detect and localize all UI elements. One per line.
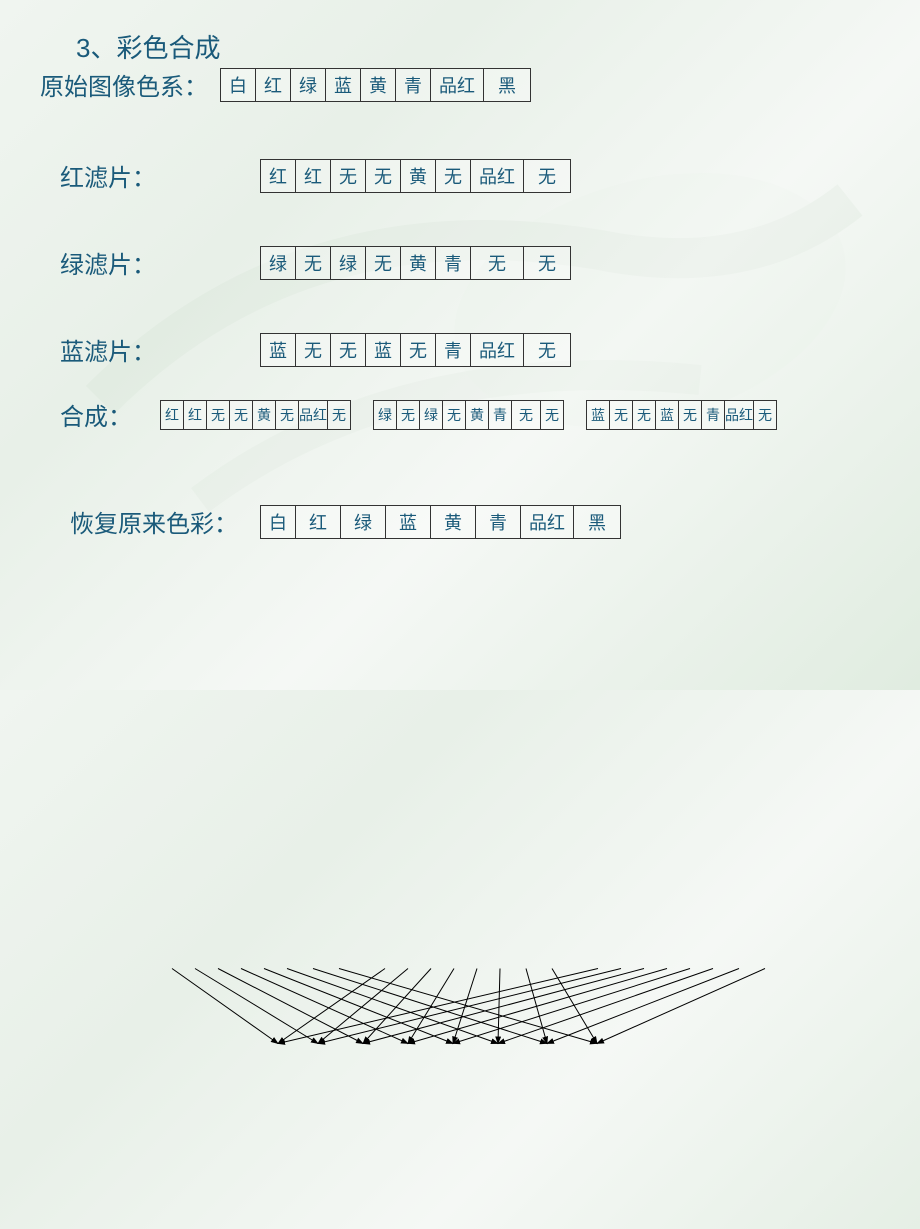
color-cell: 无 — [523, 159, 571, 193]
color-cell: 品红 — [470, 159, 524, 193]
color-cell: 品红 — [470, 333, 524, 367]
color-cell: 绿 — [290, 68, 326, 102]
color-cell: 无 — [442, 400, 466, 430]
color-cell: 青 — [395, 68, 431, 102]
restore-cells: 白红绿蓝黄青品红黑 — [260, 505, 621, 539]
color-cell: 青 — [475, 505, 521, 539]
color-cell: 品红 — [520, 505, 574, 539]
color-cell: 无 — [275, 400, 299, 430]
red-filter-row: 红滤片： 红红无无黄无品红无 — [40, 158, 880, 193]
color-cell: 无 — [511, 400, 541, 430]
red-filter-label: 红滤片： — [60, 158, 260, 193]
color-cell: 无 — [540, 400, 564, 430]
color-cell: 绿 — [260, 246, 296, 280]
color-cell: 蓝 — [325, 68, 361, 102]
color-cell: 无 — [400, 333, 436, 367]
color-cell: 无 — [632, 400, 656, 430]
color-cell: 无 — [523, 246, 571, 280]
color-cell: 绿 — [373, 400, 397, 430]
color-cell: 无 — [365, 159, 401, 193]
synthesis-row: 合成： 红红无无黄无品红无 绿无绿无黄青无无 蓝无无蓝无青品红无 — [40, 397, 880, 432]
color-cell: 蓝 — [365, 333, 401, 367]
color-cell: 红 — [295, 159, 331, 193]
color-cell: 黄 — [252, 400, 276, 430]
color-cell: 品红 — [724, 400, 754, 430]
color-cell: 无 — [327, 400, 351, 430]
color-cell: 无 — [753, 400, 777, 430]
color-cell: 无 — [523, 333, 571, 367]
color-cell: 无 — [678, 400, 702, 430]
color-cell: 黑 — [483, 68, 531, 102]
green-filter-label: 绿滤片： — [60, 245, 260, 280]
color-cell: 绿 — [340, 505, 386, 539]
section-title: 3、彩色合成 — [76, 28, 880, 65]
restore-label: 恢复原来色彩： — [70, 504, 260, 539]
original-label: 原始图像色系： — [40, 67, 220, 102]
synth-green-cells: 绿无绿无黄青无无 — [373, 400, 564, 430]
color-cell: 无 — [470, 246, 524, 280]
color-cell: 黄 — [400, 159, 436, 193]
color-cell: 黄 — [430, 505, 476, 539]
restore-row: 恢复原来色彩： 白红绿蓝黄青品红黑 — [40, 504, 880, 539]
color-cell: 无 — [330, 333, 366, 367]
color-cell: 青 — [435, 246, 471, 280]
color-cell: 绿 — [419, 400, 443, 430]
color-cell: 无 — [609, 400, 633, 430]
color-cell: 红 — [260, 159, 296, 193]
color-cell: 红 — [160, 400, 184, 430]
color-cell: 红 — [295, 505, 341, 539]
synthesis-groups: 红红无无黄无品红无 绿无绿无黄青无无 蓝无无蓝无青品红无 — [160, 400, 777, 430]
green-filter-row: 绿滤片： 绿无绿无黄青无无 — [40, 245, 880, 280]
color-cell: 红 — [255, 68, 291, 102]
color-cell: 白 — [220, 68, 256, 102]
color-cell: 黑 — [573, 505, 621, 539]
blue-filter-row: 蓝滤片： 蓝无无蓝无青品红无 — [40, 332, 880, 367]
color-cell: 蓝 — [655, 400, 679, 430]
color-cell: 红 — [183, 400, 207, 430]
color-cell: 无 — [206, 400, 230, 430]
color-cell: 无 — [330, 159, 366, 193]
color-cell: 黄 — [360, 68, 396, 102]
color-cell: 蓝 — [260, 333, 296, 367]
arrow-overlay — [0, 539, 920, 1229]
color-cell: 品红 — [298, 400, 328, 430]
original-cells: 白红绿蓝黄青品红黑 — [220, 68, 531, 102]
color-cell: 青 — [488, 400, 512, 430]
color-cell: 绿 — [330, 246, 366, 280]
blue-filter-cells: 蓝无无蓝无青品红无 — [260, 333, 571, 367]
color-cell: 蓝 — [586, 400, 610, 430]
diagram-content: 3、彩色合成 原始图像色系： 白红绿蓝黄青品红黑 红滤片： 红红无无黄无品红无 … — [0, 0, 920, 539]
synthesis-label: 合成： — [60, 397, 160, 432]
color-cell: 无 — [435, 159, 471, 193]
synth-red-cells: 红红无无黄无品红无 — [160, 400, 351, 430]
blue-filter-label: 蓝滤片： — [60, 332, 260, 367]
color-cell: 无 — [229, 400, 253, 430]
color-cell: 无 — [295, 333, 331, 367]
color-cell: 白 — [260, 505, 296, 539]
synth-blue-cells: 蓝无无蓝无青品红无 — [586, 400, 777, 430]
color-cell: 无 — [365, 246, 401, 280]
green-filter-cells: 绿无绿无黄青无无 — [260, 246, 571, 280]
color-cell: 黄 — [465, 400, 489, 430]
color-cell: 青 — [435, 333, 471, 367]
color-cell: 无 — [295, 246, 331, 280]
color-cell: 青 — [701, 400, 725, 430]
red-filter-cells: 红红无无黄无品红无 — [260, 159, 571, 193]
original-row: 原始图像色系： 白红绿蓝黄青品红黑 — [40, 67, 880, 102]
color-cell: 无 — [396, 400, 420, 430]
color-cell: 黄 — [400, 246, 436, 280]
color-cell: 蓝 — [385, 505, 431, 539]
color-cell: 品红 — [430, 68, 484, 102]
